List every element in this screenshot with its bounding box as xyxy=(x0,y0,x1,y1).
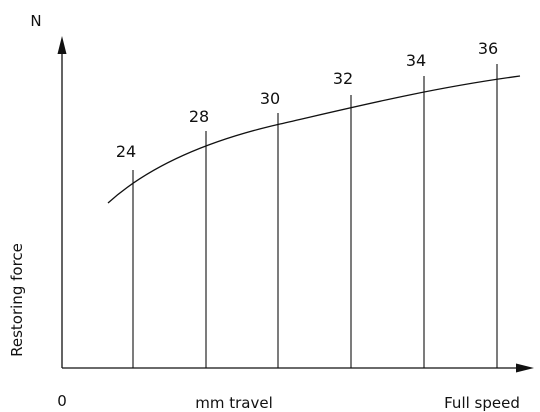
marker-label-24: 24 xyxy=(116,142,136,161)
marker-lines xyxy=(132,64,498,368)
marker-label-34: 34 xyxy=(406,51,426,70)
x-axis-origin-label: 0 xyxy=(57,392,67,410)
y-axis-arrow-icon xyxy=(57,36,67,54)
restoring-force-curve xyxy=(107,75,521,204)
y-axis-unit-label: N xyxy=(30,12,41,30)
marker-label-32: 32 xyxy=(333,69,353,88)
marker-label-36: 36 xyxy=(478,39,498,58)
axes xyxy=(61,40,530,369)
marker-labels: 24 28 30 32 34 36 xyxy=(116,39,498,161)
x-axis-arrow-icon xyxy=(516,363,534,373)
y-axis-title: Restoring force xyxy=(8,243,26,357)
x-axis-end-label: Full speed xyxy=(444,394,520,412)
marker-label-30: 30 xyxy=(260,89,280,108)
x-axis-title: mm travel xyxy=(195,394,273,412)
marker-label-28: 28 xyxy=(189,107,209,126)
